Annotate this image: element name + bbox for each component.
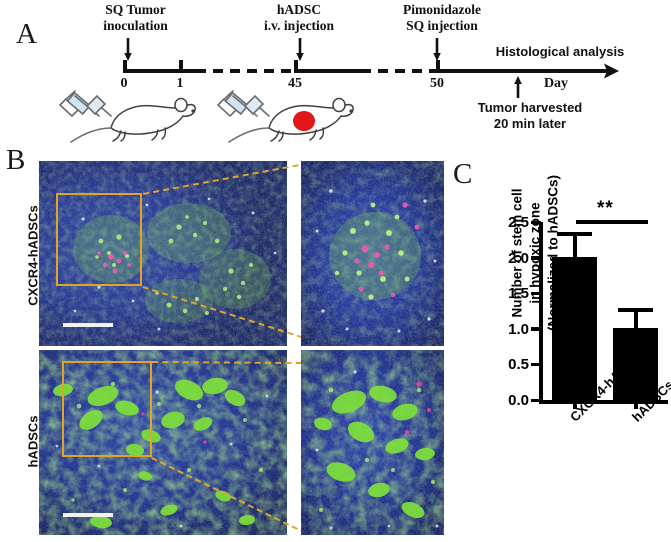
chart-errorbar-stem-2 [633, 309, 638, 330]
chart-x-tick-1 [572, 400, 577, 409]
arrow-up-icon-harvest [512, 76, 524, 98]
scale-bar-hadscs-wide [63, 513, 113, 517]
microscopy-image-cxcr4-wide[interactable] [39, 161, 287, 346]
timeline-axis-solid-1 [124, 69, 197, 73]
panel-a-letter: A [16, 18, 37, 50]
timeline-tick-50 [435, 60, 440, 73]
chart-errorbar-cap-2 [618, 308, 653, 313]
chart-y-tick-label-3: 1.5 [508, 285, 529, 303]
event-label-line2: i.v. injection [263, 17, 335, 33]
chart-y-tick-label-0: 0.0 [508, 392, 529, 409]
tumor-marker [293, 111, 315, 131]
mouse-illustration-2 [213, 84, 363, 144]
chart-y-tick-4 [531, 256, 541, 260]
event-label-line1: hADSC [276, 2, 322, 17]
panel-b-letter: B [6, 144, 26, 176]
timeline-tick-45 [293, 60, 298, 73]
chart-y-tick-1 [531, 362, 541, 367]
chart-errorbar-cap-1 [557, 232, 592, 236]
timeline-tick-0 [122, 60, 127, 73]
timeline-axis-dashed-1 [196, 69, 296, 73]
event-label-line1: SQ Tumor [105, 2, 166, 17]
arrow-down-icon-hadsc [294, 38, 306, 62]
event-label-sq-tumor-inoculation: SQ Tumor inoculation [78, 2, 193, 33]
event-label-line1: Pimonidazole [403, 2, 481, 17]
arrow-down-icon-inoculation [122, 38, 134, 62]
microscopy-image-hadscs-wide[interactable] [39, 350, 287, 535]
chart-y-axis-spine [539, 222, 543, 404]
timeline-tick-label-50: 50 [430, 76, 444, 91]
chart-y-tick-0 [531, 398, 541, 402]
chart-plot-area [539, 222, 668, 404]
harvest-label-line1: Tumor harvested [477, 100, 583, 115]
event-label-line2: SQ injection [406, 17, 478, 33]
chart-y-tick-label-2: 1.0 [508, 320, 529, 338]
timeline-tick-label-45: 45 [288, 76, 302, 91]
event-label-line2: inoculation [103, 17, 168, 33]
chart-x-axis-spine [539, 400, 668, 404]
event-label-hadsc-iv-injection: hADSC i.v. injection [240, 2, 358, 33]
event-label-pimonidazole-sq-injection: Pimonidazole SQ injection [382, 2, 502, 33]
microscopy-image-hadscs-zoom[interactable] [301, 350, 444, 535]
timeline-axis-solid-2 [294, 69, 362, 73]
chart-significance-stars: ** [597, 198, 614, 219]
chart-y-tick-3 [531, 291, 541, 296]
timeline-axis-dashed-2 [361, 69, 439, 73]
harvest-label-line2: 20 min later [493, 116, 567, 131]
chart-y-tick-label-4: 2.0 [508, 249, 529, 267]
crop-region-box-cxcr4[interactable] [56, 193, 142, 286]
chart-y-tick-label-1: 0.5 [508, 356, 529, 374]
arrow-down-icon-pimonidazole [431, 38, 443, 62]
timeline-axis-solid-3 [437, 69, 607, 73]
timeline-tick-label-1: 1 [176, 76, 184, 91]
harvest-label: Tumor harvested 20 min later [450, 100, 610, 132]
timeline-tick-1 [178, 60, 183, 73]
histological-analysis-label: Histological analysis [495, 44, 625, 59]
chart-y-tick-2 [531, 327, 541, 331]
chart-y-tick-label-5: 2.5 [508, 214, 529, 231]
microscopy-image-cxcr4-zoom[interactable] [301, 161, 444, 346]
chart-significance-line [576, 220, 648, 224]
crop-region-box-hadscs[interactable] [62, 361, 152, 457]
panel-c-letter: C [453, 158, 473, 190]
timeline-axis-unit-label: Day [543, 76, 569, 91]
timeline-tick-label-0: 0 [120, 76, 128, 91]
chart-x-tick-2 [633, 400, 638, 409]
chart-y-tick-5 [531, 220, 541, 224]
chart-bar-cxcr4-hadscs[interactable] [552, 256, 597, 400]
chart-bar-hadscs[interactable] [613, 328, 658, 400]
timeline-arrowhead-icon [600, 62, 620, 85]
chart-errorbar-stem-1 [572, 233, 577, 259]
mouse-illustration-1 [55, 84, 205, 144]
scale-bar-cxcr4-wide [63, 323, 113, 327]
